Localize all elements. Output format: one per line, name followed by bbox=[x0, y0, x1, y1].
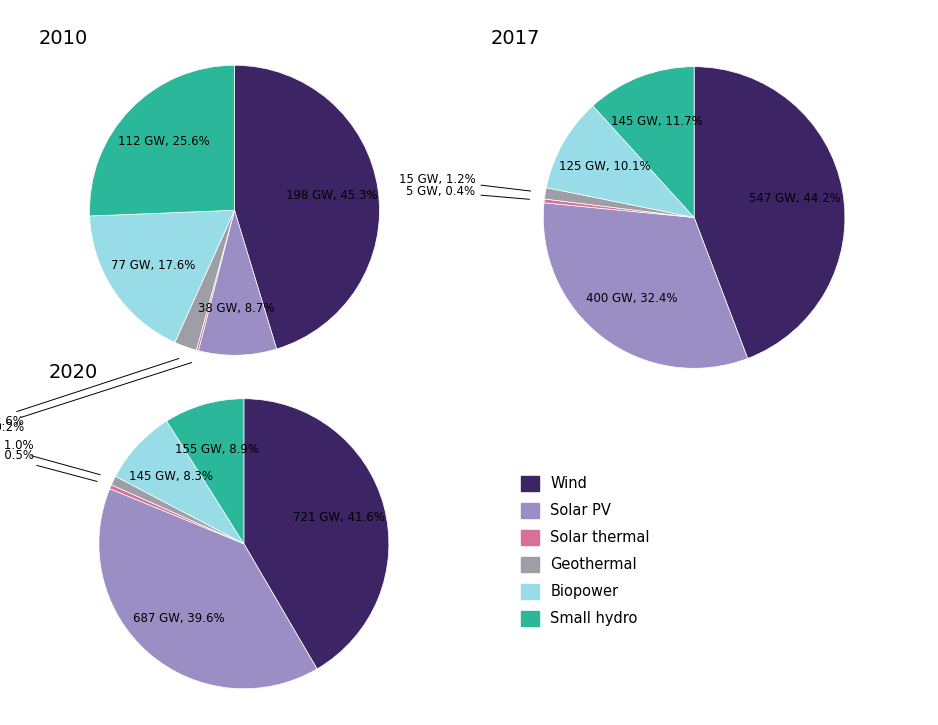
Wedge shape bbox=[546, 106, 694, 218]
Text: 5 GW, 0.4%: 5 GW, 0.4% bbox=[406, 185, 529, 199]
Text: 547 GW, 44.2%: 547 GW, 44.2% bbox=[749, 192, 840, 205]
Text: 2017: 2017 bbox=[491, 29, 540, 48]
Text: 155 GW, 8.9%: 155 GW, 8.9% bbox=[174, 442, 259, 455]
Wedge shape bbox=[89, 65, 234, 216]
Wedge shape bbox=[694, 67, 845, 358]
Wedge shape bbox=[112, 476, 244, 544]
Wedge shape bbox=[199, 210, 277, 355]
Wedge shape bbox=[167, 399, 244, 544]
Text: 400 GW, 32.4%: 400 GW, 32.4% bbox=[586, 292, 677, 305]
Wedge shape bbox=[115, 421, 244, 544]
Wedge shape bbox=[593, 67, 694, 218]
Text: 38 GW, 8.7%: 38 GW, 8.7% bbox=[198, 302, 275, 315]
Text: 77 GW, 17.6%: 77 GW, 17.6% bbox=[111, 259, 195, 272]
Text: 721 GW, 41.6%: 721 GW, 41.6% bbox=[293, 511, 385, 524]
Legend: Wind, Solar PV, Solar thermal, Geothermal, Biopower, Small hydro: Wind, Solar PV, Solar thermal, Geotherma… bbox=[514, 468, 657, 634]
Text: 145 GW, 8.3%: 145 GW, 8.3% bbox=[129, 471, 214, 484]
Text: 2010: 2010 bbox=[38, 29, 88, 48]
Wedge shape bbox=[196, 210, 234, 351]
Wedge shape bbox=[543, 203, 748, 368]
Wedge shape bbox=[90, 210, 234, 342]
Wedge shape bbox=[110, 485, 244, 544]
Text: 2020: 2020 bbox=[48, 362, 98, 381]
Wedge shape bbox=[544, 188, 694, 218]
Text: 8 GW, 0.5%: 8 GW, 0.5% bbox=[0, 449, 98, 481]
Text: 112 GW, 25.6%: 112 GW, 25.6% bbox=[117, 136, 209, 149]
Text: 11 GW, 2.6%: 11 GW, 2.6% bbox=[0, 358, 179, 428]
Text: 198 GW, 45.3%: 198 GW, 45.3% bbox=[286, 189, 378, 202]
Wedge shape bbox=[544, 199, 694, 217]
Wedge shape bbox=[244, 399, 389, 669]
Text: 125 GW, 10.1%: 125 GW, 10.1% bbox=[559, 160, 651, 173]
Text: 145 GW, 11.7%: 145 GW, 11.7% bbox=[612, 115, 704, 128]
Wedge shape bbox=[98, 489, 317, 689]
Text: 1 GW, 0.2%: 1 GW, 0.2% bbox=[0, 362, 191, 434]
Text: 15 GW, 1.2%: 15 GW, 1.2% bbox=[399, 173, 531, 191]
Wedge shape bbox=[234, 65, 380, 349]
Text: 687 GW, 39.6%: 687 GW, 39.6% bbox=[133, 612, 225, 625]
Wedge shape bbox=[174, 210, 234, 350]
Text: 18 GW, 1.0%: 18 GW, 1.0% bbox=[0, 439, 100, 475]
